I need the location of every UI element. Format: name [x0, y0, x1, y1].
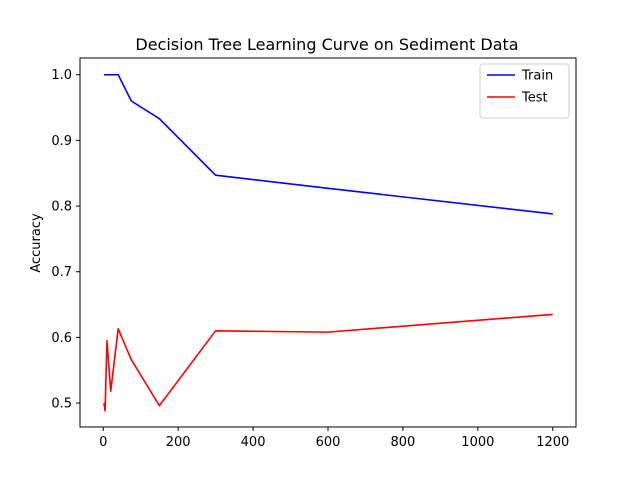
y-tick-label: 0.8: [51, 200, 72, 215]
series-line-train: [103, 73, 553, 215]
x-tick-label: 800: [391, 435, 416, 450]
y-tick-label: 1.0: [51, 68, 72, 83]
legend: Train Test: [479, 63, 570, 119]
y-tick-label: 0.6: [51, 331, 72, 346]
y-axis-ticks: 0.5 0.6 0.7 0.8 0.9 1.0: [51, 68, 80, 412]
series-line-test: [103, 313, 553, 412]
legend-label-train: Train: [521, 69, 553, 84]
x-tick-label: 400: [241, 435, 266, 450]
series-lines: [103, 73, 553, 412]
x-tick-label: 1200: [536, 435, 569, 450]
x-tick-label: 0: [99, 435, 107, 450]
y-tick-label: 0.7: [51, 265, 72, 280]
chart-title: Decision Tree Learning Curve on Sediment…: [135, 35, 518, 54]
x-tick-label: 600: [316, 435, 341, 450]
legend-label-test: Test: [521, 91, 548, 106]
y-tick-label: 0.9: [51, 134, 72, 149]
x-tick-label: 1000: [461, 435, 494, 450]
x-tick-label: 200: [166, 435, 191, 450]
y-axis-title: Accuracy: [29, 213, 44, 273]
x-axis-ticks: 0 200 400 600 800 1000 1200: [99, 427, 569, 450]
y-tick-label: 0.5: [51, 397, 72, 412]
legend-box: [479, 63, 570, 119]
